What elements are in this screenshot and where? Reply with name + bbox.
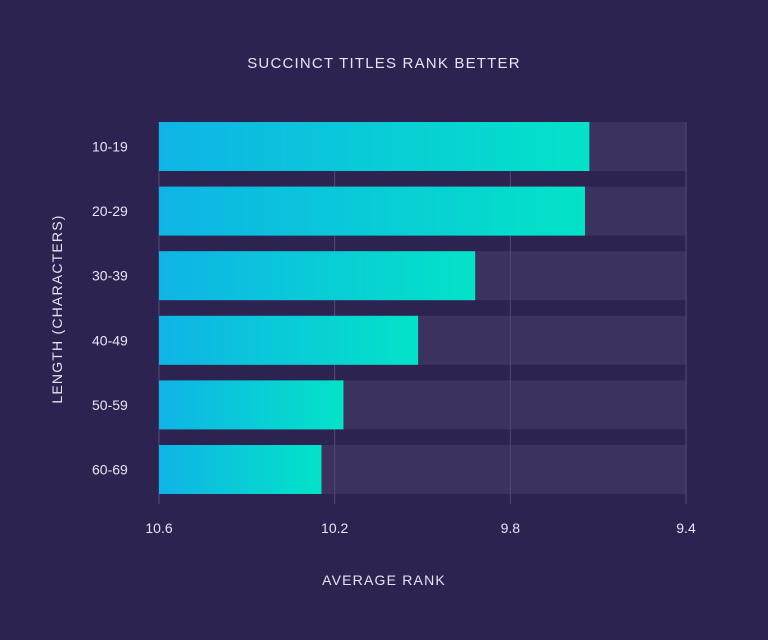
bar-30-39 [159,251,476,301]
grid-lines [158,122,687,504]
x-axis-label: AVERAGE RANK [322,572,446,588]
x-tick-label: 10.2 [321,520,348,536]
bar-40-49 [159,315,419,365]
bars [159,122,590,494]
category-label: 50-59 [92,397,128,413]
category-label: 60-69 [92,462,128,478]
x-tick-label: 9.8 [501,520,521,536]
category-label: 10-19 [92,139,128,155]
chart-title: SUCCINCT TITLES RANK BETTER [247,55,521,72]
bar-50-59 [159,380,344,430]
bar-60-69 [159,445,322,494]
category-label: 40-49 [92,332,128,348]
x-tick-label: 9.4 [676,520,696,536]
category-labels: 10-19 20-29 30-39 40-49 50-59 60-69 [92,139,128,478]
x-tick-labels: 10.6 10.2 9.8 9.4 [145,520,696,536]
bar-10-19 [159,122,590,171]
category-label: 30-39 [92,268,128,284]
x-tick-label: 10.6 [145,520,172,536]
bar-20-29 [159,186,585,236]
y-axis-label: LENGTH (CHARACTERS) [49,214,65,403]
category-label: 20-29 [92,203,128,219]
